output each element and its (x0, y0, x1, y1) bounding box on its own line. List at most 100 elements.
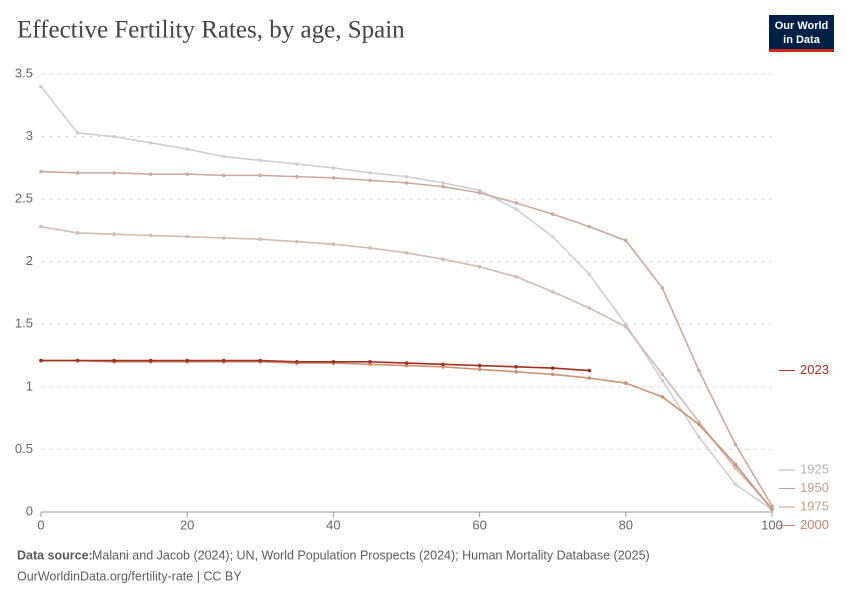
point (660, 286, 665, 290)
x-tick-label: 60 (472, 517, 486, 532)
point (514, 207, 518, 211)
point (697, 435, 701, 439)
point (660, 372, 665, 377)
point (368, 246, 372, 250)
point (148, 172, 153, 176)
y-tick-label: 0 (26, 503, 33, 518)
x-tick-label: 80 (619, 517, 633, 532)
point (221, 358, 226, 363)
series (39, 224, 774, 511)
point (258, 237, 263, 241)
point (112, 358, 116, 363)
point (404, 174, 409, 179)
point (331, 166, 336, 170)
x-tick-label: 100 (761, 517, 783, 532)
point (368, 178, 372, 183)
point (112, 134, 116, 139)
point (185, 358, 189, 363)
y-tick-label: 2.5 (15, 191, 33, 206)
legend-label: 1925 (800, 461, 829, 476)
point (587, 376, 592, 380)
point (441, 257, 445, 262)
point (39, 84, 43, 89)
point (331, 242, 336, 246)
logo-line-1: Our World (775, 20, 829, 32)
point (477, 264, 482, 269)
point (624, 381, 628, 385)
point (770, 507, 774, 512)
point (514, 365, 518, 369)
x-tick-label: 20 (180, 517, 194, 532)
point (587, 368, 592, 373)
x-tick-label: 40 (326, 517, 340, 532)
y-tick-label: 3.5 (15, 65, 33, 80)
point (477, 191, 482, 195)
point (221, 154, 226, 159)
point (295, 239, 299, 244)
point (441, 362, 445, 367)
point (258, 358, 263, 363)
series-line (40, 170, 773, 507)
point (258, 158, 263, 163)
series-line (40, 86, 773, 511)
legend-label: 2023 (800, 362, 829, 377)
point (148, 233, 153, 238)
series (39, 358, 592, 373)
point (514, 370, 518, 374)
point (550, 234, 555, 239)
series (39, 169, 774, 508)
source-text: Malani and Jacob (2024); UN, World Popul… (92, 548, 650, 562)
y-tick-label: 1.5 (15, 316, 33, 331)
point (404, 363, 409, 368)
point (331, 360, 336, 364)
point (185, 234, 189, 239)
point (660, 395, 665, 399)
series-line (40, 225, 773, 509)
point (75, 231, 80, 235)
point (477, 363, 482, 368)
logo-stripe (769, 49, 834, 52)
point (404, 251, 409, 255)
series-line (41, 359, 773, 511)
logo-line-2: in Data (783, 34, 821, 46)
point (770, 503, 774, 508)
point (75, 358, 80, 363)
point (404, 361, 409, 365)
point (112, 232, 116, 236)
point (148, 141, 153, 145)
point (368, 360, 372, 364)
y-tick-label: 0.5 (15, 441, 33, 456)
legend-label: 1975 (800, 498, 829, 513)
point (697, 422, 701, 427)
series (39, 84, 774, 512)
point (75, 131, 80, 135)
point (39, 224, 43, 229)
source-label: Data source: (17, 548, 93, 562)
y-tick-label: 2 (26, 253, 33, 268)
point (624, 324, 628, 329)
point (441, 365, 445, 369)
logo-box (769, 15, 834, 51)
point (404, 181, 409, 185)
point (221, 236, 226, 240)
point (733, 482, 738, 487)
point (587, 272, 592, 277)
legend-label: 2000 (800, 517, 829, 532)
point (331, 176, 336, 180)
y-tick-label: 1 (26, 378, 33, 393)
point (112, 171, 116, 175)
series-line (41, 359, 590, 372)
logo: Our World in Data (769, 15, 834, 52)
point (295, 360, 299, 364)
point (587, 224, 592, 229)
footer-url[interactable]: OurWorldinData.org/fertility-rate | CC B… (17, 569, 242, 583)
point (477, 188, 482, 193)
point (550, 372, 555, 377)
point (514, 274, 518, 279)
point (75, 171, 80, 175)
legend-label: 1950 (800, 480, 829, 495)
point (550, 212, 555, 216)
y-tick-label: 3 (26, 128, 33, 143)
